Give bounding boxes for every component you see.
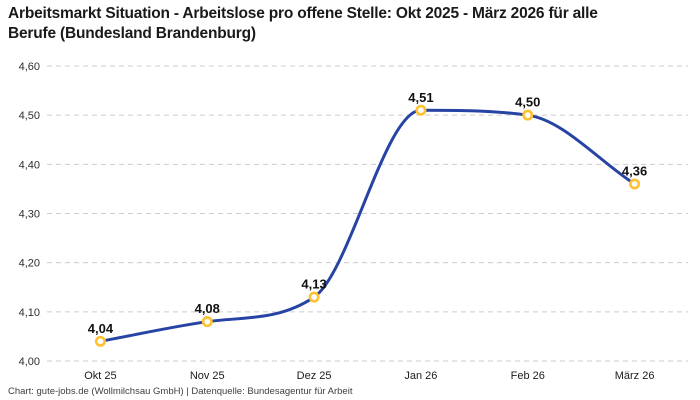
y-axis-tick-label: 4,50 bbox=[19, 110, 40, 122]
y-axis-tick-label: 4,20 bbox=[19, 258, 40, 270]
data-point-value-label: 4,08 bbox=[195, 301, 220, 316]
data-point-value-label: 4,04 bbox=[88, 321, 114, 336]
y-axis-tick-label: 4,10 bbox=[19, 307, 40, 319]
y-axis-tick-label: 4,30 bbox=[19, 209, 40, 221]
data-point-marker[interactable] bbox=[308, 291, 320, 303]
x-axis-tick-label: Dez 25 bbox=[297, 370, 332, 382]
x-axis-tick-label: Feb 26 bbox=[511, 370, 545, 382]
data-point-value-label: 4,50 bbox=[515, 95, 540, 110]
x-axis-tick-label: Jan 26 bbox=[404, 370, 437, 382]
x-axis-tick-label: Okt 25 bbox=[84, 370, 116, 382]
y-axis-tick-label: 4,60 bbox=[19, 61, 40, 73]
y-axis-tick-label: 4,40 bbox=[19, 159, 40, 171]
x-axis-tick-label: März 26 bbox=[615, 370, 655, 382]
data-point-value-label: 4,51 bbox=[408, 90, 433, 105]
data-series-line bbox=[98, 108, 637, 343]
y-axis-tick-label: 4,00 bbox=[19, 356, 40, 368]
x-axis-tick-label: Nov 25 bbox=[190, 370, 225, 382]
data-point-marker[interactable] bbox=[415, 104, 427, 116]
data-point-marker[interactable] bbox=[629, 178, 641, 190]
data-point-marker[interactable] bbox=[201, 316, 213, 328]
data-point-value-label: 4,36 bbox=[622, 164, 647, 179]
data-point-marker[interactable] bbox=[94, 335, 106, 347]
data-point-value-label: 4,13 bbox=[301, 277, 326, 292]
data-point-marker[interactable] bbox=[522, 109, 534, 121]
chart-title: Arbeitsmarkt Situation - Arbeitslose pro… bbox=[8, 5, 598, 43]
chart-source-credit: Chart: gute-jobs.de (Wollmilchsau GmbH) … bbox=[8, 386, 353, 397]
